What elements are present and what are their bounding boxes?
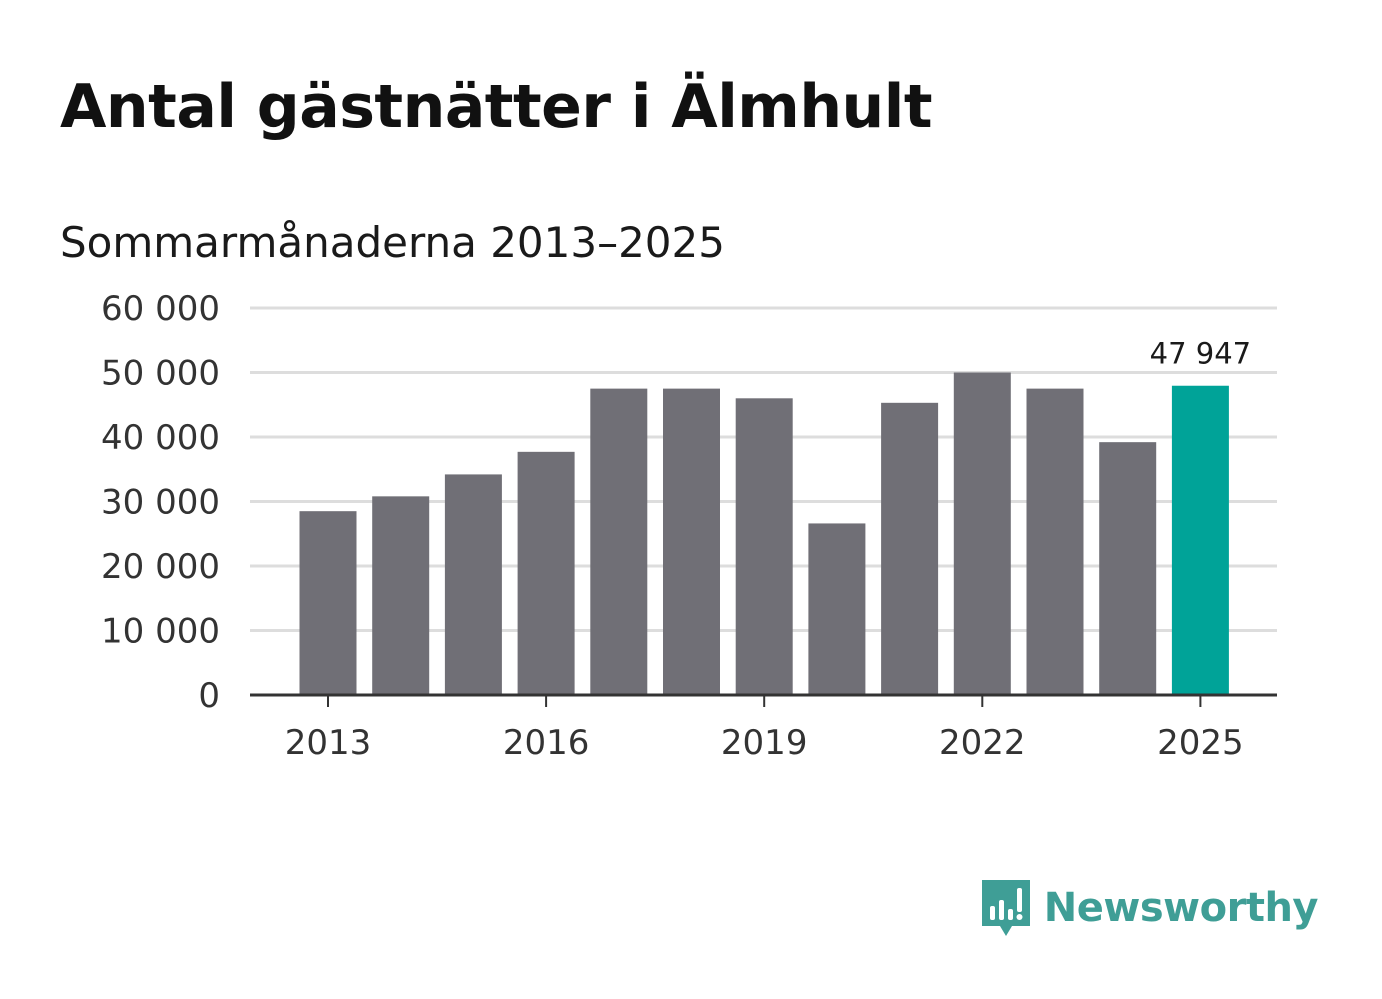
x-tick-label: 2016 [503, 723, 590, 763]
bar [1099, 442, 1157, 695]
bar [517, 451, 575, 695]
y-tick-label: 40 000 [101, 418, 220, 458]
bar [953, 372, 1011, 695]
bar [1171, 385, 1229, 695]
data-label: 47 947 [1150, 337, 1251, 371]
chart-title: Antal gästnätter i Älmhult [60, 72, 933, 142]
x-tick-label: 2019 [721, 723, 808, 763]
y-tick-label: 30 000 [101, 483, 220, 523]
bar [881, 402, 939, 695]
chart-subtitle: Sommarmånaderna 2013–2025 [60, 218, 725, 267]
x-tick-label: 2022 [939, 723, 1026, 763]
bar [590, 388, 648, 695]
y-tick-label: 60 000 [101, 289, 220, 329]
y-tick-label: 10 000 [101, 612, 220, 652]
bar [1026, 388, 1084, 695]
bar [372, 496, 430, 695]
bar [808, 523, 866, 695]
newsworthy-logo-icon [981, 880, 1030, 936]
bar [663, 388, 720, 695]
x-tick-label: 2025 [1157, 723, 1244, 763]
y-tick-label: 20 000 [101, 547, 220, 587]
x-tick-label: 2013 [285, 723, 372, 763]
bar [444, 474, 502, 695]
brand: Newsworthy [980, 878, 1319, 938]
bar [735, 398, 793, 695]
y-tick-label: 0 [198, 676, 220, 716]
brand-name: Newsworthy [1043, 885, 1319, 931]
y-tick-label: 50 000 [101, 354, 220, 394]
bar [299, 511, 357, 695]
